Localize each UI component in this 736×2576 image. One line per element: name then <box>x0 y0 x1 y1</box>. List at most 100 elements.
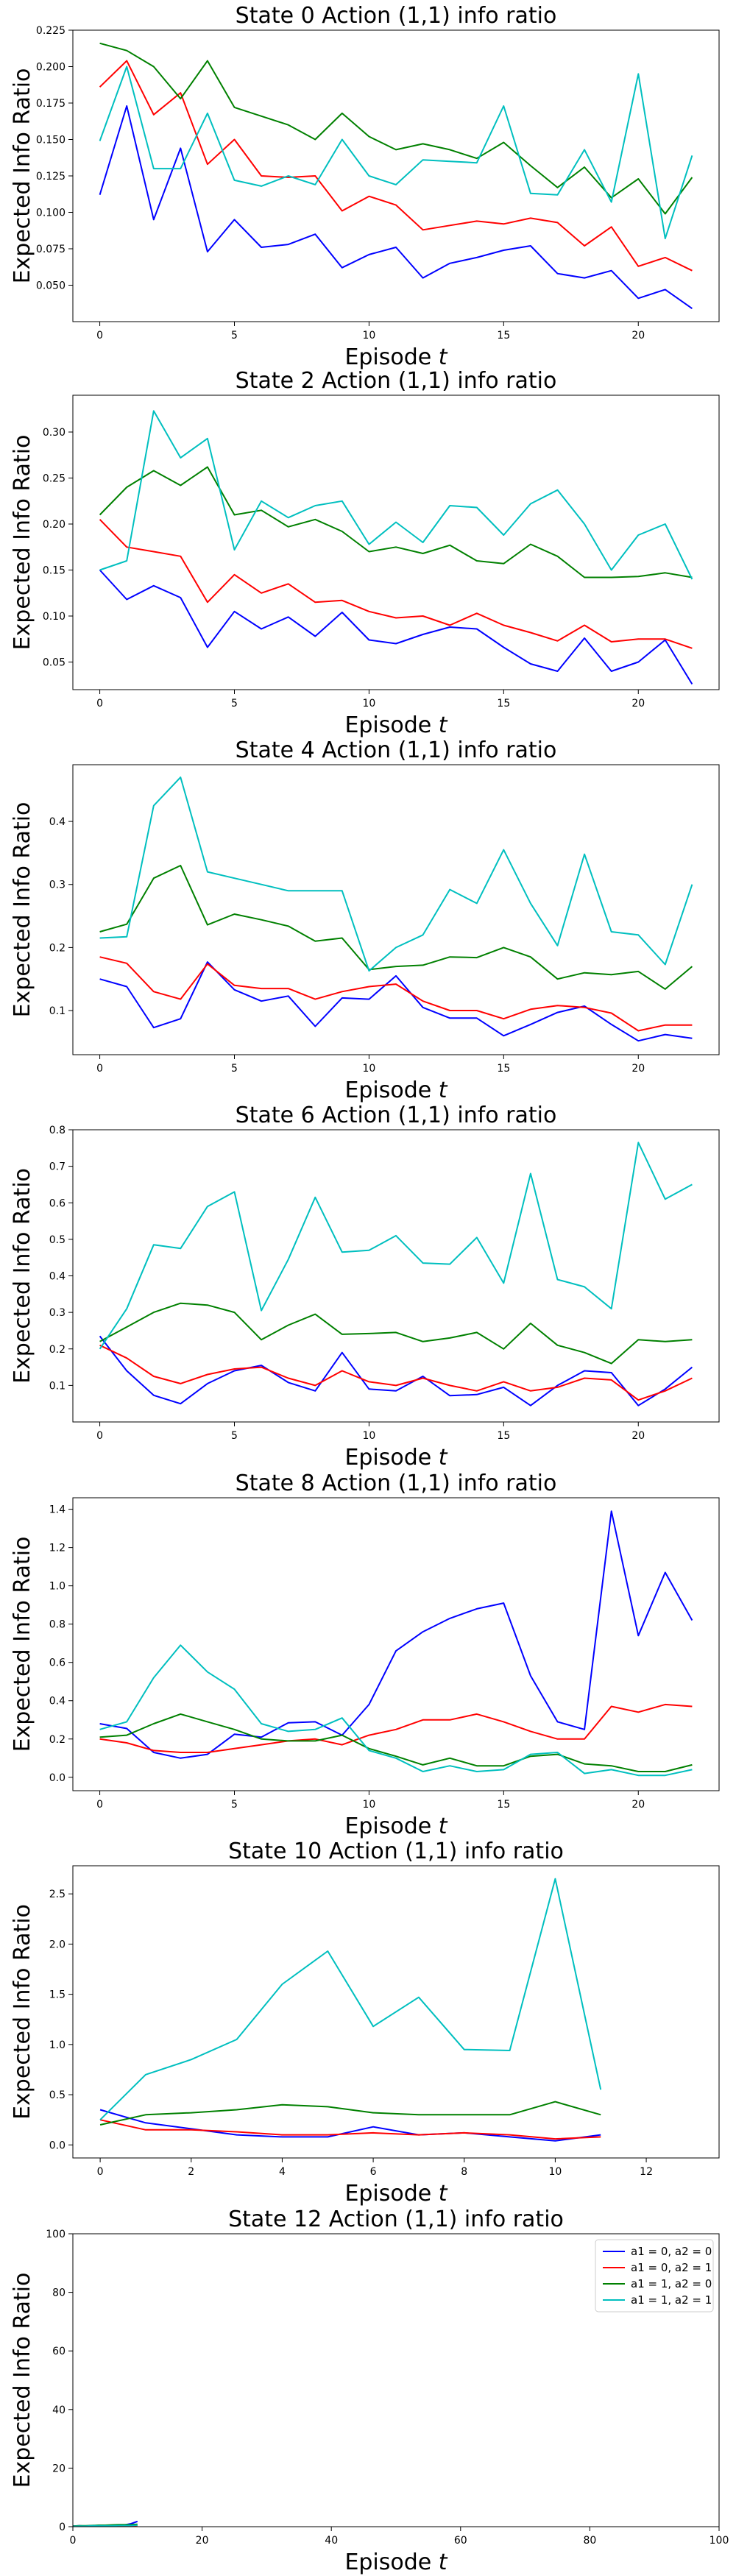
chart-panel-4: State 8 Action (1,1) info ratio 0 5 10 15 20 0… <box>10 1471 720 1839</box>
series-group <box>99 42 693 310</box>
x-tick-label: 5 <box>231 1799 238 1811</box>
x-tick-label: 15 <box>497 1430 510 1442</box>
y-tick-label: 0.6 <box>49 1197 66 1209</box>
chart-panel-3: State 6 Action (1,1) info ratio 0 5 10 15 20 0… <box>10 1103 720 1471</box>
series-line-1 <box>99 60 693 272</box>
y-tick-label: 0.10 <box>43 611 66 623</box>
y-axis-label: Expected Info Ratio <box>10 1537 35 1752</box>
y-tick-label: 0.1 <box>49 1005 66 1017</box>
axes-frame <box>72 1129 720 1423</box>
y-tick-label: 0.20 <box>43 519 66 531</box>
x-tick-label: 15 <box>497 698 510 710</box>
y-tick-label: 0.3 <box>49 880 66 891</box>
x-tick-label: 60 <box>454 2535 467 2547</box>
x-tick-label: 80 <box>583 2535 596 2547</box>
series-line-2 <box>99 1302 693 1365</box>
x-tick-label: 20 <box>196 2535 209 2547</box>
x-tick-label: 10 <box>548 2166 562 2178</box>
x-tick-label: 0 <box>96 1063 103 1075</box>
series-group <box>73 2520 138 2527</box>
legend: a1 = 0, a2 = 0 a1 = 0, a2 = 1 a1 = 1, a2 =… <box>595 2239 714 2313</box>
y-tick-label: 0.4 <box>49 1696 66 1708</box>
x-tick-label: 20 <box>631 698 645 710</box>
y-tick-label: 0 <box>59 2522 66 2533</box>
y-tick-label: 0.8 <box>49 1125 66 1136</box>
y-tick-label: 100 <box>46 2229 66 2240</box>
chart-title: State 2 Action (1,1) info ratio <box>236 368 557 394</box>
y-tick-label: 0.050 <box>36 280 66 292</box>
series-group <box>99 776 693 1042</box>
series-line-2 <box>99 466 693 578</box>
series-line-2 <box>99 2101 601 2126</box>
x-tick-label: 12 <box>640 2166 653 2178</box>
chart-title: State 10 Action (1,1) info ratio <box>228 1839 564 1864</box>
y-tick-label: 0.175 <box>36 98 66 110</box>
x-tick-label: 20 <box>631 1430 645 1442</box>
series-line-0 <box>99 2109 601 2142</box>
y-tick-label: 0.5 <box>49 2090 66 2101</box>
y-tick-label: 1.0 <box>49 2039 66 2051</box>
chart-panel-5: State 10 Action (1,1) info ratio 0 2 4 6 8 10 1… <box>10 1839 720 2207</box>
x-axis-label: Episode t <box>344 1814 447 1839</box>
chart-panel-2: State 4 Action (1,1) info ratio 0 5 10 15 20 0… <box>10 737 720 1103</box>
y-tick-label: 1.0 <box>49 1581 66 1593</box>
x-axis-label: Episode t <box>344 1445 447 1471</box>
series-line-2 <box>99 865 693 990</box>
x-axis-label: Episode t <box>344 712 447 738</box>
axes-frame <box>72 1865 720 2159</box>
y-tick-label: 60 <box>52 2346 66 2357</box>
y-axis-label: Expected Info Ratio <box>10 1904 35 2120</box>
y-tick-label: 0.125 <box>36 171 66 183</box>
x-tick-label: 20 <box>631 1063 645 1075</box>
y-axis-label: Expected Info Ratio <box>10 2273 35 2488</box>
x-tick-label: 6 <box>370 2166 377 2178</box>
x-tick-label: 10 <box>363 330 376 342</box>
y-tick-label: 1.4 <box>49 1504 66 1516</box>
chart-title: State 8 Action (1,1) info ratio <box>236 1471 557 1496</box>
y-axis-label: Expected Info Ratio <box>10 1168 35 1384</box>
chart-title: State 0 Action (1,1) info ratio <box>236 3 557 29</box>
x-tick-label: 15 <box>497 330 510 342</box>
x-tick-label: 2 <box>188 2166 194 2178</box>
y-tick-label: 0.2 <box>49 1734 66 1746</box>
axes-frame <box>72 1497 720 1791</box>
y-tick-label: 0.075 <box>36 244 66 255</box>
x-tick-label: 15 <box>497 1799 510 1811</box>
x-tick-label: 0 <box>96 330 103 342</box>
y-tick-label: 20 <box>52 2463 66 2474</box>
x-tick-label: 0 <box>70 2535 77 2547</box>
x-tick-label: 10 <box>363 698 376 710</box>
y-tick-label: 0.100 <box>36 208 66 219</box>
legend-label: a1 = 0, a2 = 0 <box>631 2245 712 2258</box>
y-tick-label: 0.15 <box>43 565 66 577</box>
y-tick-label: 0.2 <box>49 1344 66 1356</box>
x-axis-label: Episode t <box>344 1078 447 1103</box>
x-tick-label: 100 <box>710 2535 729 2547</box>
series-line-1 <box>99 519 693 649</box>
series-group <box>99 410 693 685</box>
series-group <box>99 1142 693 1406</box>
x-tick-label: 10 <box>363 1799 376 1811</box>
x-tick-label: 40 <box>325 2535 338 2547</box>
series-line-2 <box>99 1713 693 1772</box>
chart-panel-0: State 0 Action (1,1) info ratio 0 5 10 15 20 0… <box>10 3 720 370</box>
y-tick-label: 0.7 <box>49 1161 66 1173</box>
x-tick-label: 5 <box>231 1430 238 1442</box>
y-tick-label: 1.2 <box>49 1543 66 1554</box>
series-line-1 <box>99 2119 601 2140</box>
y-tick-label: 1.5 <box>49 1989 66 2001</box>
y-axis-label: Expected Info Ratio <box>10 802 35 1018</box>
series-line-1 <box>99 1344 693 1401</box>
series-line-3 <box>99 1644 693 1777</box>
series-line-0 <box>99 569 693 685</box>
series-line-2 <box>99 42 693 215</box>
y-tick-label: 0.05 <box>43 657 66 669</box>
series-line-1 <box>99 956 693 1032</box>
y-tick-label: 0.0 <box>49 1772 66 1784</box>
legend-label: a1 = 1, a2 = 0 <box>631 2277 712 2290</box>
chart-panel-1: State 2 Action (1,1) info ratio 0 5 10 15 20 0… <box>10 368 720 738</box>
series-line-3 <box>99 776 693 972</box>
x-tick-label: 0 <box>97 2166 104 2178</box>
y-tick-label: 0.1 <box>49 1380 66 1392</box>
y-tick-label: 0.200 <box>36 62 66 74</box>
